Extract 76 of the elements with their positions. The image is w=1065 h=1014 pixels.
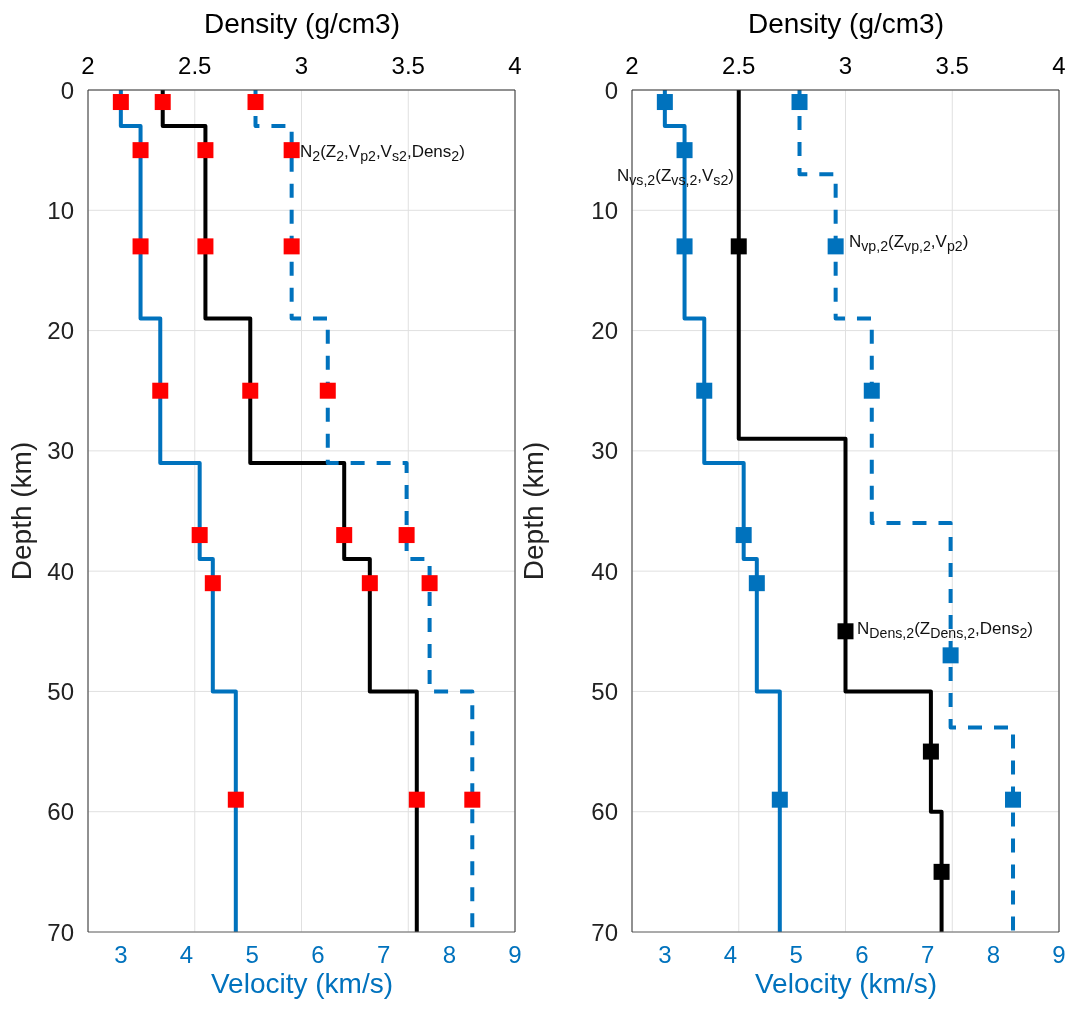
y-tick-label: 20 <box>591 317 618 345</box>
point <box>748 575 765 592</box>
y-tick-label: 10 <box>591 196 618 224</box>
y-tick-label: 0 <box>60 76 74 104</box>
point <box>319 382 336 399</box>
point <box>132 238 149 255</box>
x-tick-label: 6 <box>311 941 325 969</box>
x-tick-label: 9 <box>508 941 522 969</box>
point <box>204 575 221 592</box>
point <box>863 382 880 399</box>
y-tick-label: 20 <box>47 317 74 345</box>
x-tick-label: 7 <box>920 941 935 969</box>
x-axis-title: Velocity (km/s) <box>754 968 938 1000</box>
x2-tick-label: 3.5 <box>391 52 425 79</box>
point <box>696 382 713 399</box>
x2-tick-label: 3 <box>294 52 309 79</box>
point <box>398 527 415 544</box>
y-tick-label: 50 <box>591 677 618 705</box>
y-tick-label: 60 <box>47 798 74 826</box>
x2-tick-label: 2 <box>81 52 95 79</box>
y-axis-title: Depth (km) <box>6 440 38 583</box>
x-tick-label: 3 <box>114 941 128 969</box>
x-tick-label: 8 <box>442 941 456 969</box>
x-tick-label: 4 <box>723 941 738 969</box>
y-tick-label: 0 <box>604 76 618 104</box>
y-tick-label: 50 <box>47 677 74 705</box>
y-tick-label: 30 <box>47 437 74 465</box>
point <box>791 94 808 111</box>
point <box>112 94 129 111</box>
x2-axis-title: Density (g/cm3) <box>202 8 401 40</box>
point <box>771 791 788 808</box>
point <box>827 238 844 255</box>
x-tick-label: 3 <box>658 941 672 969</box>
y-tick-label: 70 <box>591 918 618 946</box>
x-tick-label: 5 <box>245 941 259 969</box>
x2-tick-label: 2.5 <box>178 52 212 79</box>
x2-tick-label: 2 <box>625 52 639 79</box>
x2-tick-label: 3 <box>838 52 853 79</box>
point <box>464 791 481 808</box>
x2-tick-label: 2.5 <box>722 52 756 79</box>
y-tick-label: 30 <box>591 437 618 465</box>
x-tick-label: 4 <box>179 941 194 969</box>
point <box>283 142 300 159</box>
y-tick-label: 70 <box>47 918 74 946</box>
x-axis-title: Velocity (km/s) <box>210 968 394 1000</box>
x-tick-label: 5 <box>789 941 803 969</box>
point <box>132 142 149 159</box>
y-axis-title: Depth (km) <box>518 440 550 583</box>
annotation: N$_{Dens,2}$(Z$_{Dens,2}$,Dens$_{2}$) <box>857 619 1034 642</box>
y-tick-label: 40 <box>47 557 74 585</box>
x2-tick-label: 3.5 <box>935 52 969 79</box>
x-tick-label: 8 <box>986 941 1000 969</box>
point <box>227 791 244 808</box>
x-tick-label: 9 <box>1052 941 1065 969</box>
y-tick-label: 10 <box>47 196 74 224</box>
text: N$_{2}$(Z$_{2}$,V$_{p2}$,V$_{s2}$,Dens$_{2}$) <box>300 142 465 165</box>
x2-tick-label: 4 <box>1052 52 1065 79</box>
annotation: N$_{vp,2}$(Z$_{vp,2}$,V$_{p2}$) <box>849 232 969 255</box>
line-series <box>118 90 238 932</box>
point <box>191 527 208 544</box>
point <box>421 575 438 592</box>
x2-tick-label: 4 <box>508 52 522 79</box>
x-tick-label: 7 <box>376 941 391 969</box>
point <box>152 382 169 399</box>
point <box>1005 791 1022 808</box>
point <box>735 527 752 544</box>
y-tick-label: 60 <box>591 798 618 826</box>
point <box>676 142 693 159</box>
point <box>676 238 693 255</box>
x2-axis-title: Density (g/cm3) <box>746 8 945 40</box>
point <box>283 238 300 255</box>
point <box>247 94 264 111</box>
point <box>942 647 959 664</box>
y-tick-label: 40 <box>591 557 618 585</box>
x-tick-label: 6 <box>855 941 869 969</box>
point <box>656 94 673 111</box>
